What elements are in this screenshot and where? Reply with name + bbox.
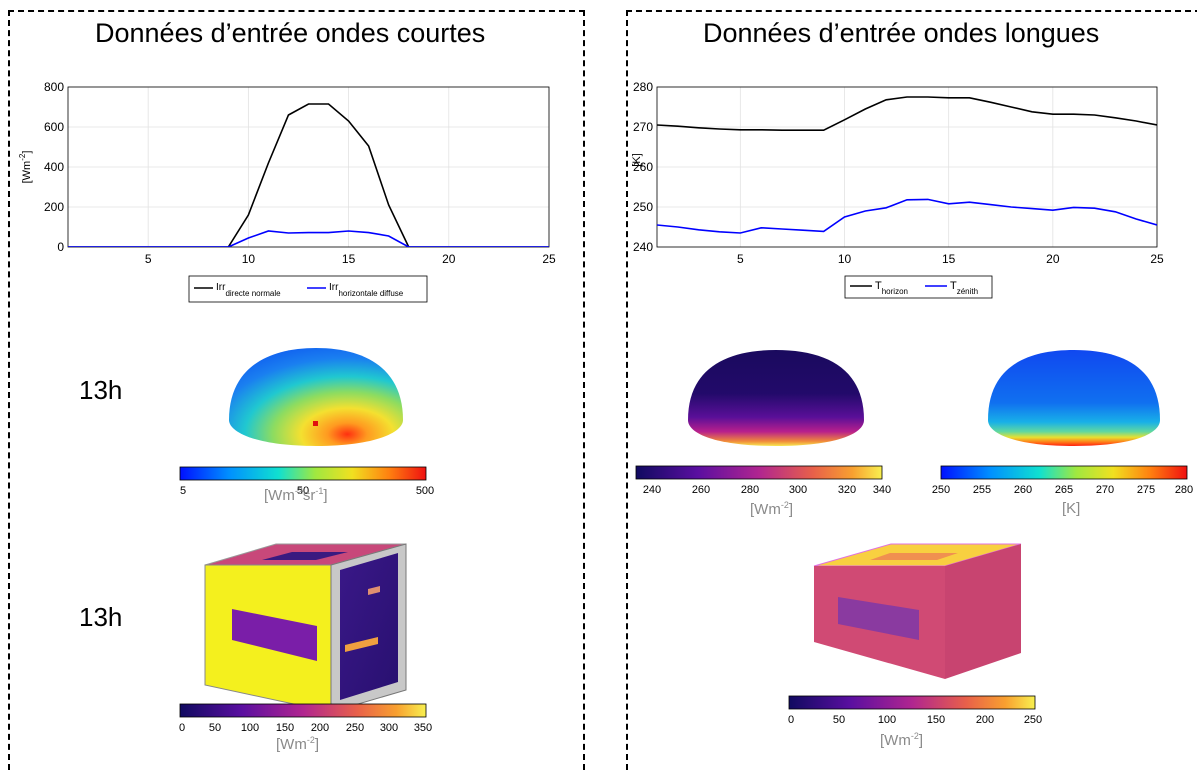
x-tick-label: 20 (442, 252, 456, 266)
right-panel (626, 10, 1197, 770)
y-axis-label: [K] (631, 153, 643, 166)
y-tick-label: 0 (57, 240, 64, 254)
colorbar-sky-longwave-wm2-unit: [Wm-2] (750, 500, 794, 518)
y-tick-label: 260 (633, 160, 653, 174)
colorbar-tick: 320 (838, 484, 856, 496)
colorbar-tick: 270 (1096, 484, 1114, 496)
box-longwave (813, 543, 1022, 679)
box-shortwave (204, 543, 407, 713)
colorbar-tick: 250 (932, 484, 950, 496)
x-tick-label: 10 (838, 252, 852, 266)
colorbar-tick: 280 (741, 484, 759, 496)
series-line-1 (657, 198, 1157, 234)
sky-dome-shortwave (229, 348, 403, 446)
left-title: Données d’entrée ondes courtes (95, 18, 486, 48)
colorbar-sky-shortwave-unit: [Wm-2sr-1] (264, 486, 328, 504)
x-tick-label: 15 (942, 252, 956, 266)
colorbar-sky-longwave-k (940, 465, 1188, 480)
legend-entry-blue: Irrhorizontale diffuse (329, 282, 404, 298)
plot-frame (67, 86, 550, 248)
y-tick-label: 240 (633, 240, 653, 254)
x-tick-label: 20 (1046, 252, 1060, 266)
colorbar-box-shortwave (179, 703, 427, 718)
y-tick-label: 800 (44, 80, 64, 94)
colorbar-tick: 340 (873, 484, 891, 496)
series-line-1 (68, 230, 549, 247)
colorbar-box-shortwave-unit: [Wm-2] (276, 735, 320, 753)
colorbar-tick: 260 (1014, 484, 1032, 496)
colorbar-tick: 280 (1175, 484, 1193, 496)
colorbar-tick: 240 (643, 484, 661, 496)
shortwave-irradiance-chart: 5 10 15 20 25 0 200 400 600 800 [Wm-2] Irrdirecte… (18, 80, 556, 303)
chart-legend: Irrdirecte normale Irrhorizontale diffus… (188, 275, 428, 303)
colorbar-tick: 200 (976, 714, 994, 726)
series-line-0 (657, 96, 1157, 131)
colorbar-tick: 350 (414, 722, 432, 734)
x-tick-label: 5 (145, 252, 152, 266)
y-tick-label: 280 (633, 80, 653, 94)
colorbar-tick: 50 (297, 485, 309, 497)
colorbar-tick: 250 (1024, 714, 1042, 726)
hour-label-sky: 13h (79, 375, 123, 405)
colorbar-tick-labels: 5 50 500 240 260 280 300 320 340 250 255 260 265 270 2… (179, 484, 1193, 734)
y-tick-label: 270 (633, 120, 653, 134)
colorbar-tick: 100 (878, 714, 896, 726)
colorbar-tick: 255 (973, 484, 991, 496)
x-tick-label: 10 (242, 252, 256, 266)
colorbar-tick: 50 (209, 722, 221, 734)
colorbar-tick: 500 (416, 485, 434, 497)
legend-entry-black: Irrdirecte normale (216, 282, 281, 298)
colorbar-tick: 0 (179, 722, 185, 734)
series-line-0 (68, 103, 549, 247)
colorbar-tick: 150 (276, 722, 294, 734)
x-tick-label: 15 (342, 252, 356, 266)
series-lines (68, 103, 549, 247)
left-panel (8, 10, 585, 770)
colorbar-tick: 50 (833, 714, 845, 726)
colorbar-tick: 200 (311, 722, 329, 734)
sky-dome-longwave-k (988, 350, 1160, 446)
colorbar-sky-longwave-wm2 (635, 465, 883, 480)
colorbar-tick: 5 (180, 485, 186, 497)
colorbar-tick: 260 (692, 484, 710, 496)
chart-legend: Thorizon Tzénith (844, 275, 993, 299)
sky-dome-longwave-wm2 (688, 350, 864, 446)
legend-entry-blue: Tzénith (950, 280, 978, 296)
colorbar-box-longwave-unit: [Wm-2] (880, 731, 924, 749)
hour-label-box: 13h (79, 602, 123, 632)
plot-frame (656, 86, 1158, 248)
tick-labels: 5 10 15 20 25 0 200 400 600 800 (44, 80, 556, 266)
colorbar-box-longwave (788, 695, 1036, 710)
colorbar-tick: 0 (788, 714, 794, 726)
colorbar-tick: 150 (927, 714, 945, 726)
y-tick-label: 250 (633, 200, 653, 214)
colorbar-tick: 100 (241, 722, 259, 734)
y-tick-label: 200 (44, 200, 64, 214)
colorbar-sky-longwave-k-unit: [K] (1062, 500, 1081, 517)
legend-entry-black: Thorizon (875, 280, 908, 296)
colorbar-tick: 300 (380, 722, 398, 734)
colorbar-tick: 265 (1055, 484, 1073, 496)
tick-labels: 5 10 15 20 25 240 250 260 270 280 (633, 80, 1164, 266)
y-tick-label: 400 (44, 160, 64, 174)
x-tick-label: 25 (1150, 252, 1164, 266)
y-axis-label: [Wm-2] (18, 151, 33, 184)
right-title: Données d’entrée ondes longues (703, 18, 1100, 48)
longwave-temperature-chart: 5 10 15 20 25 240 250 260 270 280 [K] Thorizon Tz… (631, 80, 1164, 299)
colorbar-sky-shortwave (179, 466, 427, 481)
y-tick-label: 600 (44, 120, 64, 134)
series-lines (657, 96, 1157, 234)
colorbar-tick: 300 (789, 484, 807, 496)
colorbar-tick: 275 (1137, 484, 1155, 496)
x-tick-label: 25 (542, 252, 556, 266)
colorbar-tick: 250 (346, 722, 364, 734)
x-tick-label: 5 (737, 252, 744, 266)
